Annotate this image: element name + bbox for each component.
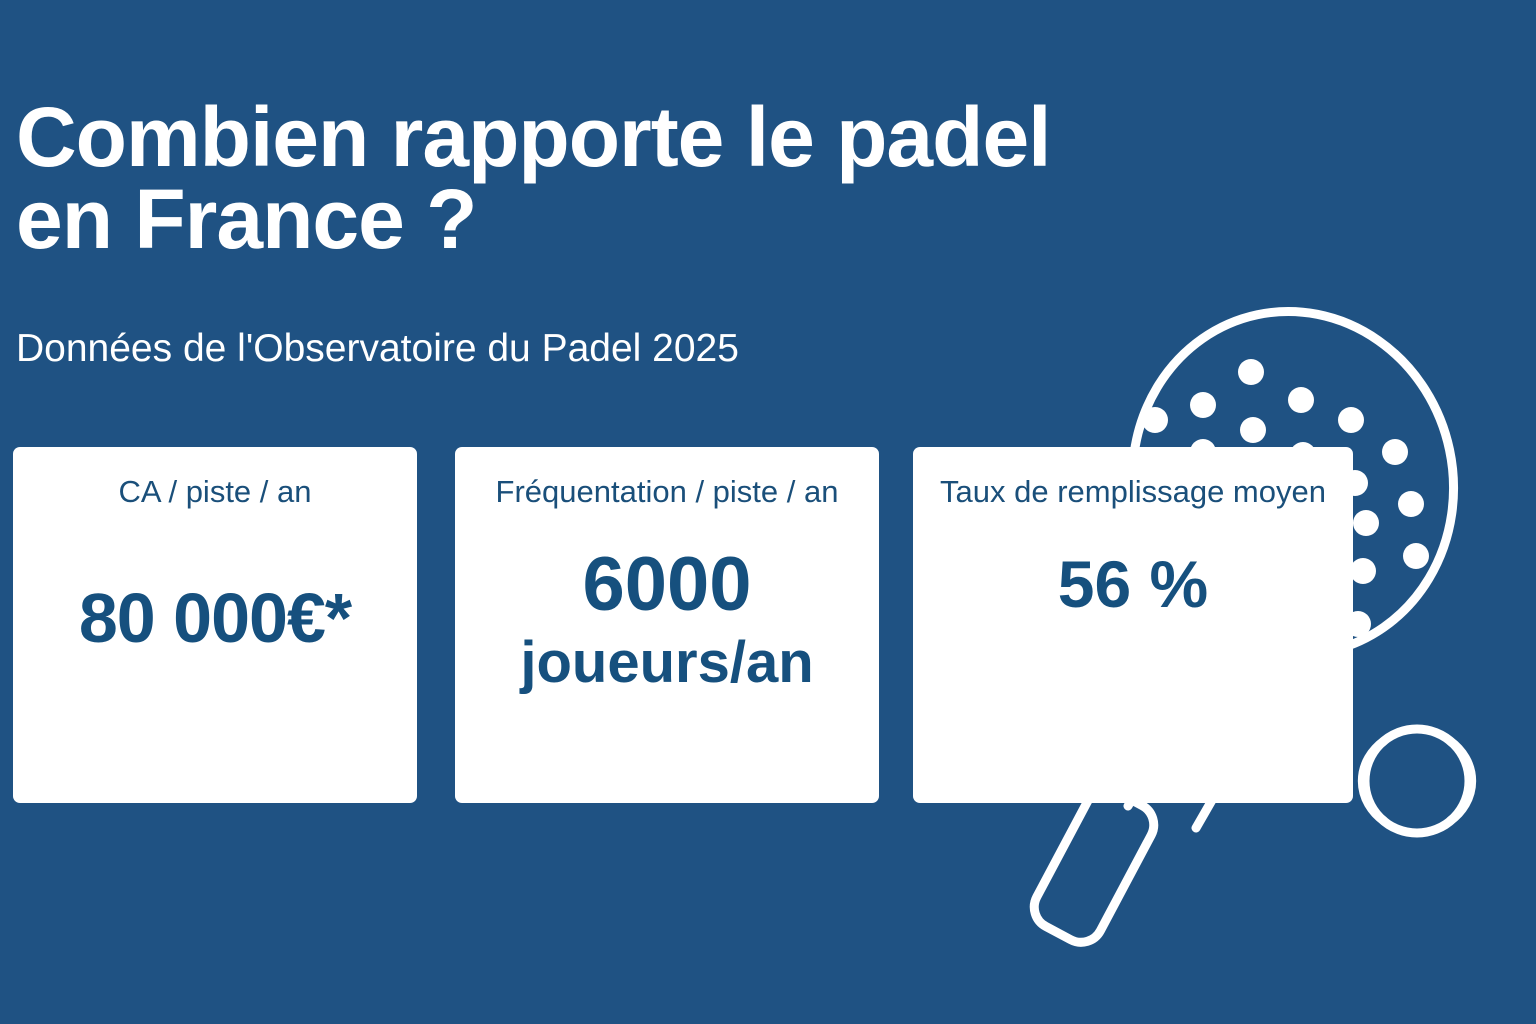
page-title: Combien rapporte le padel en France ? [16,90,1266,267]
stat-card-revenue: CA / piste / an 80 000€* [13,447,417,803]
stat-card-value: 6000 [582,541,752,627]
stat-card-group: CA / piste / an 80 000€* Fréquentation /… [0,447,1536,803]
stat-card-value: 56 % [1057,546,1209,621]
title-line-1: Combien rapporte le padel [16,90,1052,184]
stat-card-unit: joueurs/an [520,629,814,695]
stat-card-label: CA / piste / an [118,474,312,509]
stat-card-label: Fréquentation / piste / an [495,474,839,509]
page-subtitle: Données de l'Observatoire du Padel 2025 [16,327,739,370]
stat-card-label: Taux de remplissage moyen [940,474,1326,509]
stat-card-occupancy: Taux de remplissage moyen 56 % [913,447,1353,803]
stat-card-value: 80 000€* [78,578,352,657]
title-line-2: en France ? [16,172,477,267]
racket-handle-icon [1029,785,1159,947]
stat-card-attendance: Fréquentation / piste / an 6000 joueurs/… [455,447,879,803]
